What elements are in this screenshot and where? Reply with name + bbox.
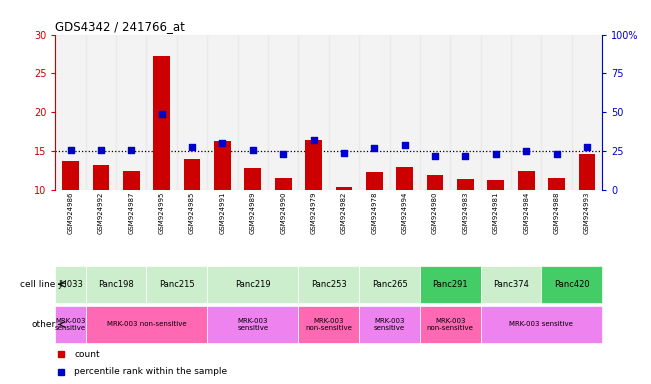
Bar — [55, 306, 86, 343]
Text: JH033: JH033 — [58, 280, 83, 289]
Text: Panc198: Panc198 — [98, 280, 134, 289]
Bar — [427, 175, 443, 190]
Text: percentile rank within the sample: percentile rank within the sample — [74, 367, 228, 376]
Bar — [420, 306, 480, 343]
Bar — [366, 172, 383, 190]
Point — [582, 144, 592, 150]
Bar — [542, 35, 572, 190]
Bar — [572, 35, 602, 190]
Bar — [329, 35, 359, 190]
Text: Panc219: Panc219 — [235, 280, 271, 289]
Bar — [359, 35, 389, 190]
Bar — [420, 266, 480, 303]
Text: MRK-003 non-sensitive: MRK-003 non-sensitive — [107, 321, 186, 328]
Text: MRK-003
sensitive: MRK-003 sensitive — [237, 318, 268, 331]
Bar — [359, 306, 420, 343]
Bar — [184, 159, 201, 190]
Bar — [511, 35, 542, 190]
Point — [309, 137, 319, 143]
Bar — [457, 179, 474, 190]
Bar — [396, 167, 413, 190]
Text: MRK-003
sensitive: MRK-003 sensitive — [374, 318, 405, 331]
Bar — [480, 266, 542, 303]
Bar — [488, 180, 504, 190]
Point — [551, 151, 562, 157]
Bar — [480, 35, 511, 190]
Point — [156, 111, 167, 117]
Bar — [298, 35, 329, 190]
Point — [430, 153, 440, 159]
Bar — [275, 179, 292, 190]
Point — [96, 147, 106, 153]
Bar — [298, 266, 359, 303]
Bar — [359, 266, 420, 303]
Bar — [268, 35, 298, 190]
Bar — [55, 266, 86, 303]
Point — [247, 147, 258, 153]
Bar — [207, 266, 298, 303]
Text: Panc374: Panc374 — [493, 280, 529, 289]
Text: GDS4342 / 241766_at: GDS4342 / 241766_at — [55, 20, 186, 33]
Bar — [214, 141, 230, 190]
Point — [187, 144, 197, 150]
Bar — [336, 187, 352, 190]
Bar — [146, 266, 207, 303]
Point — [126, 147, 137, 153]
Point — [339, 150, 349, 156]
Bar — [92, 165, 109, 190]
Point — [460, 153, 471, 159]
Bar — [420, 35, 450, 190]
Text: MRK-003
sensitive: MRK-003 sensitive — [55, 318, 86, 331]
Bar — [116, 35, 146, 190]
Bar — [579, 154, 596, 190]
Text: Panc215: Panc215 — [159, 280, 195, 289]
Text: Panc265: Panc265 — [372, 280, 408, 289]
Bar — [518, 170, 534, 190]
Point — [369, 145, 380, 151]
Bar — [238, 35, 268, 190]
Text: Panc291: Panc291 — [432, 280, 468, 289]
Bar — [62, 161, 79, 190]
Bar — [86, 35, 116, 190]
Text: Panc253: Panc253 — [311, 280, 346, 289]
Point — [278, 151, 288, 157]
Text: MRK-003
non-sensitive: MRK-003 non-sensitive — [427, 318, 474, 331]
Text: MRK-003
non-sensitive: MRK-003 non-sensitive — [305, 318, 352, 331]
Bar — [548, 178, 565, 190]
Text: count: count — [74, 350, 100, 359]
Bar — [86, 266, 146, 303]
Point — [491, 151, 501, 157]
Bar — [207, 35, 238, 190]
Bar — [146, 35, 177, 190]
Bar — [480, 306, 602, 343]
Bar — [542, 266, 602, 303]
Bar — [298, 306, 359, 343]
Bar — [389, 35, 420, 190]
Bar — [207, 306, 298, 343]
Bar — [55, 35, 86, 190]
Text: other: other — [31, 320, 55, 329]
Bar — [86, 306, 207, 343]
Point — [217, 140, 228, 146]
Bar — [244, 168, 261, 190]
Bar — [123, 171, 140, 190]
Point — [65, 147, 76, 153]
Point — [521, 148, 531, 154]
Point — [400, 142, 410, 148]
Bar — [450, 35, 480, 190]
Bar — [177, 35, 207, 190]
Bar — [305, 139, 322, 190]
Bar — [154, 56, 170, 190]
Text: MRK-003 sensitive: MRK-003 sensitive — [510, 321, 574, 328]
Text: Panc420: Panc420 — [554, 280, 590, 289]
Text: cell line: cell line — [20, 280, 55, 289]
